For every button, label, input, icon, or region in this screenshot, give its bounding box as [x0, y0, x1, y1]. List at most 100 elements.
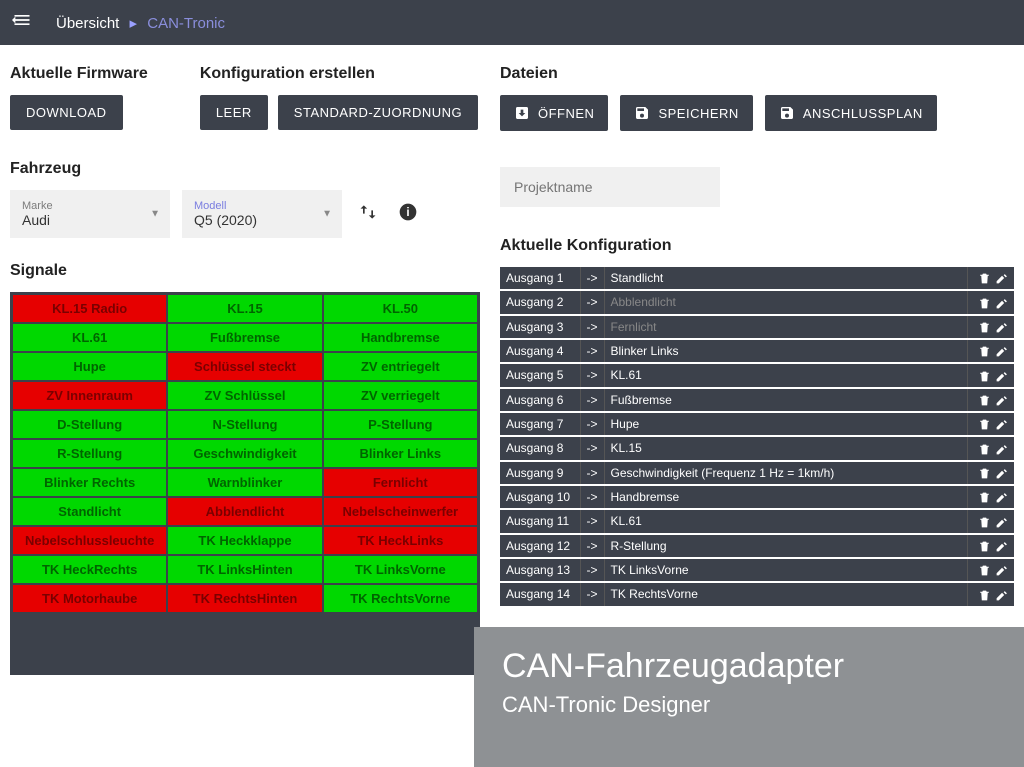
signals-footer: [10, 615, 480, 675]
delete-icon[interactable]: [978, 370, 991, 383]
signal-cell[interactable]: ZV entriegelt: [324, 353, 477, 380]
delete-icon[interactable]: [978, 589, 991, 602]
edit-icon[interactable]: [995, 564, 1008, 577]
signal-cell[interactable]: P-Stellung: [324, 411, 477, 438]
edit-icon[interactable]: [995, 589, 1008, 602]
signal-cell[interactable]: Fußbremse: [168, 324, 321, 351]
edit-icon[interactable]: [995, 345, 1008, 358]
modell-select[interactable]: Modell Q5 (2020) ▼: [182, 190, 342, 238]
config-row: Ausgang 2->Abblendlicht: [500, 290, 1014, 314]
signal-cell[interactable]: Nebelschlussleuchte: [13, 527, 166, 554]
signal-cell[interactable]: TK HeckLinks: [324, 527, 477, 554]
save-button[interactable]: SPEICHERN: [620, 95, 752, 131]
signal-cell[interactable]: ZV Innenraum: [13, 382, 166, 409]
signal-cell[interactable]: Hupe: [13, 353, 166, 380]
signal-cell[interactable]: KL.50: [324, 295, 477, 322]
vehicle-title: Fahrzeug: [10, 160, 480, 178]
signal-cell[interactable]: Fernlicht: [324, 469, 477, 496]
signal-cell[interactable]: R-Stellung: [13, 440, 166, 467]
chevron-down-icon: ▼: [150, 209, 160, 220]
config-out: Ausgang 5: [500, 363, 580, 387]
delete-icon[interactable]: [978, 564, 991, 577]
arrow-icon: ->: [580, 363, 604, 387]
breadcrumb-root[interactable]: Übersicht: [56, 15, 119, 32]
standard-button[interactable]: STANDARD-ZUORDNUNG: [278, 95, 478, 130]
edit-icon[interactable]: [995, 297, 1008, 310]
project-name-input[interactable]: [500, 167, 720, 207]
signal-cell[interactable]: Geschwindigkeit: [168, 440, 321, 467]
delete-icon[interactable]: [978, 345, 991, 358]
config-out: Ausgang 7: [500, 412, 580, 436]
edit-icon[interactable]: [995, 516, 1008, 529]
swap-icon[interactable]: [354, 198, 382, 231]
signal-cell[interactable]: D-Stellung: [13, 411, 166, 438]
edit-icon[interactable]: [995, 443, 1008, 456]
delete-icon[interactable]: [978, 540, 991, 553]
signal-cell[interactable]: Handbremse: [324, 324, 477, 351]
svg-text:i: i: [406, 206, 409, 219]
config-target: KL.15: [604, 436, 968, 460]
signal-cell[interactable]: Warnblinker: [168, 469, 321, 496]
config-row: Ausgang 5->KL.61: [500, 363, 1014, 387]
config-out: Ausgang 9: [500, 461, 580, 485]
signal-cell[interactable]: ZV verriegelt: [324, 382, 477, 409]
signal-cell[interactable]: TK LinksHinten: [168, 556, 321, 583]
edit-icon[interactable]: [995, 540, 1008, 553]
signal-cell[interactable]: KL.15 Radio: [13, 295, 166, 322]
delete-icon[interactable]: [978, 467, 991, 480]
delete-icon[interactable]: [978, 394, 991, 407]
save-icon: [634, 105, 650, 121]
config-row: Ausgang 8->KL.15: [500, 436, 1014, 460]
plan-button[interactable]: ANSCHLUSSPLAN: [765, 95, 937, 131]
delete-icon[interactable]: [978, 491, 991, 504]
config-target: Fernlicht: [604, 315, 968, 339]
signal-cell[interactable]: TK Motorhaube: [13, 585, 166, 612]
signal-cell[interactable]: KL.61: [13, 324, 166, 351]
edit-icon[interactable]: [995, 491, 1008, 504]
signal-cell[interactable]: TK HeckRechts: [13, 556, 166, 583]
edit-icon[interactable]: [995, 370, 1008, 383]
delete-icon[interactable]: [978, 516, 991, 529]
arrow-icon: ->: [580, 509, 604, 533]
menu-toggle-icon[interactable]: [12, 10, 32, 36]
delete-icon[interactable]: [978, 297, 991, 310]
signal-cell[interactable]: ZV Schlüssel: [168, 382, 321, 409]
edit-icon[interactable]: [995, 418, 1008, 431]
arrow-icon: ->: [580, 412, 604, 436]
signal-cell[interactable]: Blinker Links: [324, 440, 477, 467]
banner-box: CAN-Fahrzeugadapter CAN-Tronic Designer: [474, 627, 1024, 767]
signal-cell[interactable]: Abblendlicht: [168, 498, 321, 525]
empty-button[interactable]: LEER: [200, 95, 268, 130]
open-button-label: ÖFFNEN: [538, 106, 594, 121]
signal-cell[interactable]: Nebelscheinwerfer: [324, 498, 477, 525]
marke-value: Audi: [22, 212, 158, 228]
signal-cell[interactable]: N-Stellung: [168, 411, 321, 438]
edit-icon[interactable]: [995, 321, 1008, 334]
save-button-label: SPEICHERN: [658, 106, 738, 121]
signal-cell[interactable]: TK LinksVorne: [324, 556, 477, 583]
signal-cell[interactable]: TK RechtsVorne: [324, 585, 477, 612]
edit-icon[interactable]: [995, 467, 1008, 480]
signal-cell[interactable]: KL.15: [168, 295, 321, 322]
arrow-icon: ->: [580, 388, 604, 412]
delete-icon[interactable]: [978, 272, 991, 285]
signal-cell[interactable]: TK Heckklappe: [168, 527, 321, 554]
signal-cell[interactable]: Standlicht: [13, 498, 166, 525]
signal-cell[interactable]: TK RechtsHinten: [168, 585, 321, 612]
config-target: Blinker Links: [604, 339, 968, 363]
info-icon[interactable]: i: [394, 198, 422, 231]
open-button[interactable]: ÖFFNEN: [500, 95, 608, 131]
signal-cell[interactable]: Blinker Rechts: [13, 469, 166, 496]
delete-icon[interactable]: [978, 321, 991, 334]
delete-icon[interactable]: [978, 418, 991, 431]
config-out: Ausgang 4: [500, 339, 580, 363]
arrow-icon: ->: [580, 461, 604, 485]
signal-cell[interactable]: Schlüssel steckt: [168, 353, 321, 380]
files-title: Dateien: [500, 65, 1014, 83]
edit-icon[interactable]: [995, 272, 1008, 285]
delete-icon[interactable]: [978, 443, 991, 456]
edit-icon[interactable]: [995, 394, 1008, 407]
download-button[interactable]: DOWNLOAD: [10, 95, 123, 130]
config-target: KL.61: [604, 509, 968, 533]
marke-select[interactable]: Marke Audi ▼: [10, 190, 170, 238]
